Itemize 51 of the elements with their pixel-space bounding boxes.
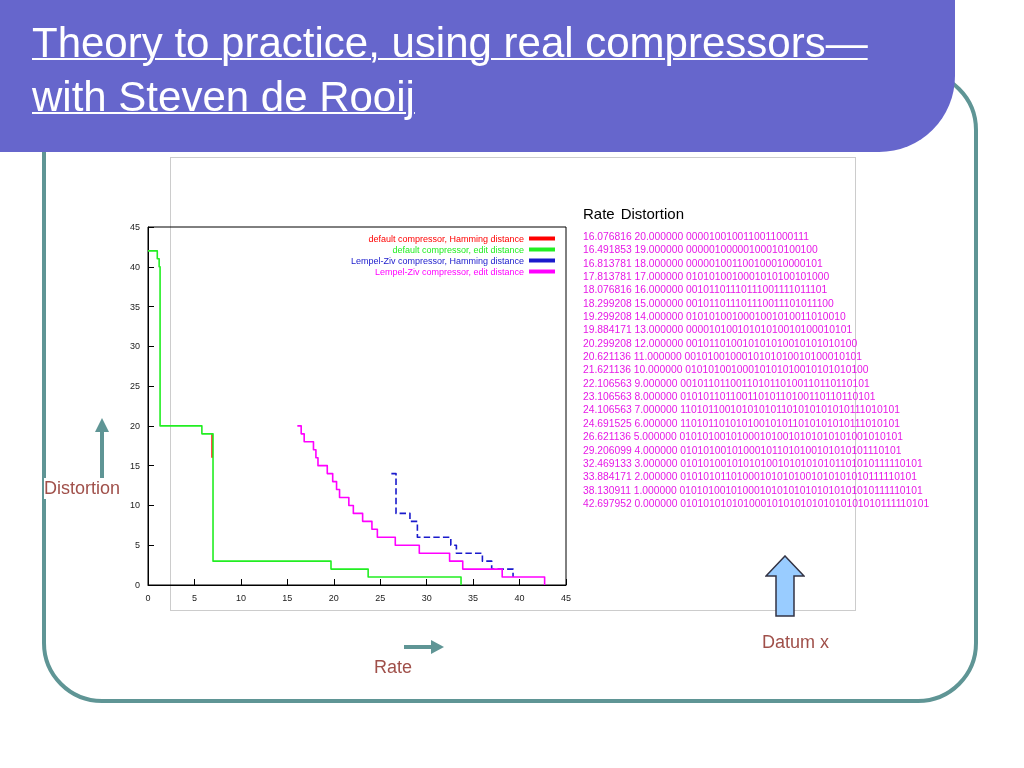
text: 26.621136 5.000000 010101001010001010010101010101001010101 — [583, 430, 904, 444]
x-tick-label: 35 — [468, 592, 479, 603]
text: 16.076816 20.000000 0000100100110011000111 — [583, 230, 810, 244]
x-tick-label: 0 — [145, 592, 151, 603]
text: 38.130911 1.000000 0101010010100010101010101010101010111110101 — [583, 483, 924, 497]
x-tick-label: 20 — [328, 592, 339, 603]
y-tick-label: 30 — [129, 341, 140, 352]
text: Distortion — [620, 205, 685, 222]
text: 19.299208 14.000000 0101010010001001010011010010 — [583, 310, 847, 324]
y-tick-label: 20 — [129, 420, 140, 431]
text: 16.813781 18.000000 000001001100100010000101 — [583, 256, 824, 271]
text: 24.106563 7.000000 110101100101010101101010101010111010101 — [583, 403, 901, 417]
x-tick-label: 45 — [560, 592, 572, 603]
y-tick-label: 0 — [134, 580, 140, 590]
y-tick-label: 40 — [129, 261, 140, 272]
legend-label: default compressor, Hamming distance — [368, 233, 524, 244]
text: 42.697952 0.000000 01010101010100010101010101010101010111110101 — [583, 496, 931, 511]
y-tick-label: 25 — [129, 381, 140, 392]
y-tick-label: 35 — [129, 301, 140, 312]
y-axis-title: Distortion — [44, 478, 121, 499]
x-tick-label: 5 — [191, 592, 197, 603]
text: 18.076816 16.000000 00101101110111001111011101 — [583, 283, 829, 297]
x-tick-label: 30 — [421, 592, 432, 603]
text: 20.299208 12.000000 001011010010101010010101010100 — [583, 336, 859, 351]
text: 18.299208 15.000000 001011011101110011101011100 — [583, 296, 835, 311]
text: 17.813781 17.000000 0101010010001010100101000 — [583, 270, 831, 284]
text: Rate — [583, 205, 615, 222]
x-tick-label: 15 — [282, 592, 293, 603]
x-tick-label: 40 — [514, 592, 525, 603]
text: Datum x — [762, 632, 830, 653]
text: 20.621136 11.000000 0010100100010101010010100010101 — [583, 350, 864, 364]
y-tick-label: 5 — [134, 540, 140, 551]
text: 32.469133 3.000000 0101010010101010010101010101101010111110101 — [583, 456, 924, 471]
y-tick-label: 45 — [129, 222, 140, 232]
chart-title: Theory to practice, using real compressors—with Steven de Rooij — [32, 18, 869, 122]
x-axis-title: Rate — [374, 657, 413, 678]
text: 16.491853 19.000000 00000100000100010100100 — [583, 243, 819, 257]
y-tick-label: 15 — [129, 460, 140, 471]
text: 19.884171 13.000000 00001010010101010010100010101 — [583, 323, 854, 337]
text: 33.884171 2.000000 010101011010001010101001010101010111110101 — [583, 470, 919, 484]
y-tick-label: 10 — [129, 500, 140, 511]
x-tick-label: 25 — [375, 592, 386, 603]
legend-label: Lempel-Ziv compressor, edit distance — [374, 266, 524, 277]
text: 29.206099 4.000000 010101001010001011010100101010101110101 — [583, 443, 903, 457]
text: 24.691525 6.000000 110101101010100101011010101010111010101 — [583, 416, 901, 431]
legend-label: Lempel-Ziv compressor, Hamming distance — [350, 255, 524, 266]
text: 21.621136 10.000000 01010100100010101010010101010100 — [583, 363, 870, 377]
text: 22.106563 9.000000 0010110110011010110100110110110101 — [583, 376, 871, 391]
x-tick-label: 10 — [235, 592, 246, 603]
legend-label: default compressor, edit distance — [392, 244, 524, 255]
text: 23.106563 8.000000 01010110110011010110100110110110101 — [583, 390, 877, 404]
